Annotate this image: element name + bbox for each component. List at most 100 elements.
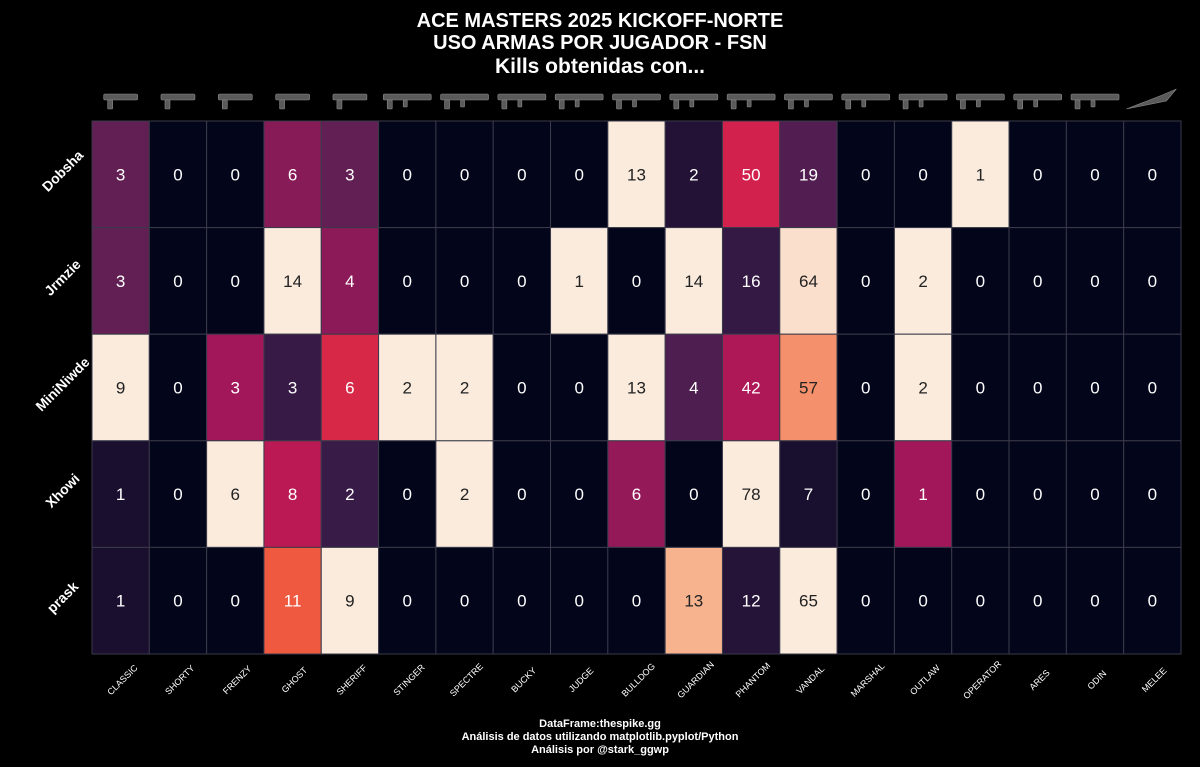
- row-label-Xhowi: Xhowi: [42, 470, 82, 510]
- heatmap-cell-Xhowi-PHANTOM: [721, 440, 781, 548]
- heatmap-cell-prask-GUARDIAN: [664, 546, 723, 655]
- heatmap-cell-Dobsha-CLASSIC: [91, 120, 150, 229]
- heatmap-value-Xhowi-SPECTRE: 2: [460, 485, 469, 504]
- chart-subtitle: Kills obtenidas con...: [494, 55, 706, 78]
- heatmap-value-Dobsha-CLASSIC: 3: [116, 165, 125, 184]
- column-label-STINGER: STINGER: [391, 662, 427, 698]
- heatmap-cell-Xhowi-BULLDOG: [607, 440, 666, 548]
- heatmap-value-Dobsha-MELEE: 0: [1148, 165, 1157, 184]
- heatmap-cell-MiniNiwde-GUARDIAN: [664, 333, 723, 442]
- weapon-icon-spectre: [440, 93, 489, 110]
- heatmap-value-MiniNiwde-SHERIFF: 6: [345, 379, 354, 398]
- heatmap-value-Xhowi-BUCKY: 0: [517, 485, 526, 504]
- column-label-FRENZY: FRENZY: [221, 664, 254, 697]
- column-label-SHORTY: SHORTY: [163, 663, 196, 696]
- heatmap-cell-Xhowi-ODIN: [1065, 440, 1125, 548]
- heatmap-value-MiniNiwde-GHOST: 3: [288, 379, 297, 398]
- column-label-CLASSIC: CLASSIC: [105, 662, 140, 697]
- column-label-JUDGE: JUDGE: [567, 666, 596, 695]
- heatmap-value-MiniNiwde-ARES: 0: [1033, 379, 1042, 398]
- heatmap-cell-MiniNiwde-SPECTRE: [435, 333, 494, 442]
- heatmap-cell-prask-GHOST: [263, 546, 322, 655]
- column-label-MARSHAL: MARSHAL: [849, 661, 887, 699]
- row-label-Dobsha: Dobsha: [39, 147, 87, 195]
- weapon-icon-phantom: [726, 93, 776, 110]
- heatmap-value-Dobsha-SHORTY: 0: [173, 165, 182, 184]
- heatmap-value-Xhowi-PHANTOM: 78: [742, 485, 761, 504]
- heatmap-cell-prask-SPECTRE: [435, 546, 494, 655]
- footer-method: Análisis de datos utilizando matplotlib.…: [461, 731, 739, 743]
- heatmap-cell-MiniNiwde-BULLDOG: [607, 333, 666, 442]
- column-label-OUTLAW: OUTLAW: [908, 662, 942, 696]
- heatmap-value-Xhowi-OUTLAW: 1: [918, 485, 927, 504]
- heatmap-cell-Dobsha-OUTLAW: [893, 120, 953, 229]
- heatmap-value-Jrmzie-OUTLAW: 2: [918, 272, 927, 291]
- heatmap-cell-MiniNiwde-ARES: [1008, 333, 1067, 442]
- weapon-icon-vandal: [784, 93, 833, 110]
- weapon-icon-outlaw: [898, 93, 948, 110]
- weapon-icon-ares: [1013, 93, 1063, 110]
- weapon-icon-shorty: [160, 93, 196, 110]
- chart-title-line-1: ACE MASTERS 2025 KICKOFF-NORTE: [416, 10, 784, 32]
- heatmap-cell-Jrmzie-CLASSIC: [91, 227, 150, 335]
- weapon-icon-odin: [1070, 93, 1120, 110]
- heatmap-value-prask-ODIN: 0: [1090, 592, 1099, 611]
- heatmap-cell-Dobsha-BULLDOG: [607, 120, 666, 229]
- weapon-icon-sheriff: [332, 93, 368, 110]
- heatmap-cell-Dobsha-GHOST: [263, 120, 322, 229]
- heatmap-value-Jrmzie-VANDAL: 64: [799, 272, 818, 291]
- heatmap-value-MiniNiwde-GUARDIAN: 4: [689, 379, 698, 398]
- heatmap-cell-prask-MARSHAL: [836, 546, 895, 655]
- heatmap-cell-Dobsha-GUARDIAN: [664, 120, 723, 229]
- heatmap-value-Dobsha-MARSHAL: 0: [861, 165, 870, 184]
- heatmap-value-MiniNiwde-JUDGE: 0: [574, 379, 583, 398]
- heatmap-value-Jrmzie-BULLDOG: 0: [632, 272, 641, 291]
- row-label-Jrmzie: Jrmzie: [41, 256, 84, 299]
- column-label-OPERATOR: OPERATOR: [961, 658, 1004, 701]
- heatmap-value-Xhowi-SHERIFF: 2: [345, 485, 354, 504]
- heatmap-cell-Dobsha-STINGER: [378, 120, 437, 229]
- heatmap-value-Xhowi-VANDAL: 7: [804, 485, 813, 504]
- heatmap-value-Xhowi-OPERATOR: 0: [976, 485, 985, 504]
- heatmap-cell-Dobsha-MELEE: [1123, 120, 1182, 229]
- column-label-GUARDIAN: GUARDIAN: [675, 660, 716, 701]
- heatmap-cell-Jrmzie-BULLDOG: [607, 227, 666, 335]
- heatmap-cell-Dobsha-ARES: [1008, 120, 1067, 229]
- heatmap-value-Jrmzie-STINGER: 0: [403, 272, 412, 291]
- heatmap-cell-Jrmzie-BUCKY: [492, 227, 552, 335]
- heatmap-value-Jrmzie-JUDGE: 1: [574, 272, 583, 291]
- heatmap-cell-prask-CLASSIC: [91, 546, 150, 655]
- heatmap-cell-Xhowi-BUCKY: [492, 440, 552, 548]
- column-label-BUCKY: BUCKY: [509, 665, 538, 694]
- heatmap-cell-Jrmzie-SHERIFF: [320, 227, 380, 335]
- heatmap-value-Xhowi-MARSHAL: 0: [861, 485, 870, 504]
- heatmap-value-MiniNiwde-SHORTY: 0: [173, 379, 182, 398]
- heatmap-value-prask-SHERIFF: 9: [345, 592, 354, 611]
- heatmap-cell-Jrmzie-SHORTY: [148, 227, 208, 335]
- heatmap-cell-Jrmzie-JUDGE: [550, 227, 609, 335]
- heatmap-value-Jrmzie-ODIN: 0: [1090, 272, 1099, 291]
- weapon-icon-frenzy: [217, 93, 253, 110]
- heatmap-value-Jrmzie-FRENZY: 0: [231, 272, 240, 291]
- weapon-icon-judge: [554, 93, 604, 110]
- heatmap-value-Xhowi-ARES: 0: [1033, 485, 1042, 504]
- weapon-icon-bucky: [497, 93, 547, 110]
- heatmap-cell-MiniNiwde-GHOST: [263, 333, 322, 442]
- heatmap-cell-Xhowi-OPERATOR: [951, 440, 1010, 548]
- heatmap-value-Dobsha-SHERIFF: 3: [345, 165, 354, 184]
- heatmap-cell-Dobsha-SHERIFF: [320, 120, 380, 229]
- heatmap-value-Xhowi-GUARDIAN: 0: [689, 485, 698, 504]
- heatmap-value-prask-SPECTRE: 0: [460, 592, 469, 611]
- heatmap-value-Jrmzie-BUCKY: 0: [517, 272, 526, 291]
- heatmap-value-prask-VANDAL: 65: [799, 592, 818, 611]
- heatmap-cell-MiniNiwde-STINGER: [378, 333, 437, 442]
- heatmap-value-Jrmzie-OPERATOR: 0: [976, 272, 985, 291]
- heatmap-value-Dobsha-BUCKY: 0: [517, 165, 526, 184]
- heatmap-value-Xhowi-ODIN: 0: [1090, 485, 1099, 504]
- column-label-PHANTOM: PHANTOM: [734, 660, 773, 699]
- heatmap-value-MiniNiwde-OUTLAW: 2: [918, 379, 927, 398]
- heatmap-cell-MiniNiwde-MELEE: [1123, 333, 1182, 442]
- footer-source: DataFrame:thespike.gg: [539, 718, 661, 730]
- heatmap-value-Dobsha-FRENZY: 0: [231, 165, 240, 184]
- heatmap-value-Jrmzie-SHERIFF: 4: [345, 272, 354, 291]
